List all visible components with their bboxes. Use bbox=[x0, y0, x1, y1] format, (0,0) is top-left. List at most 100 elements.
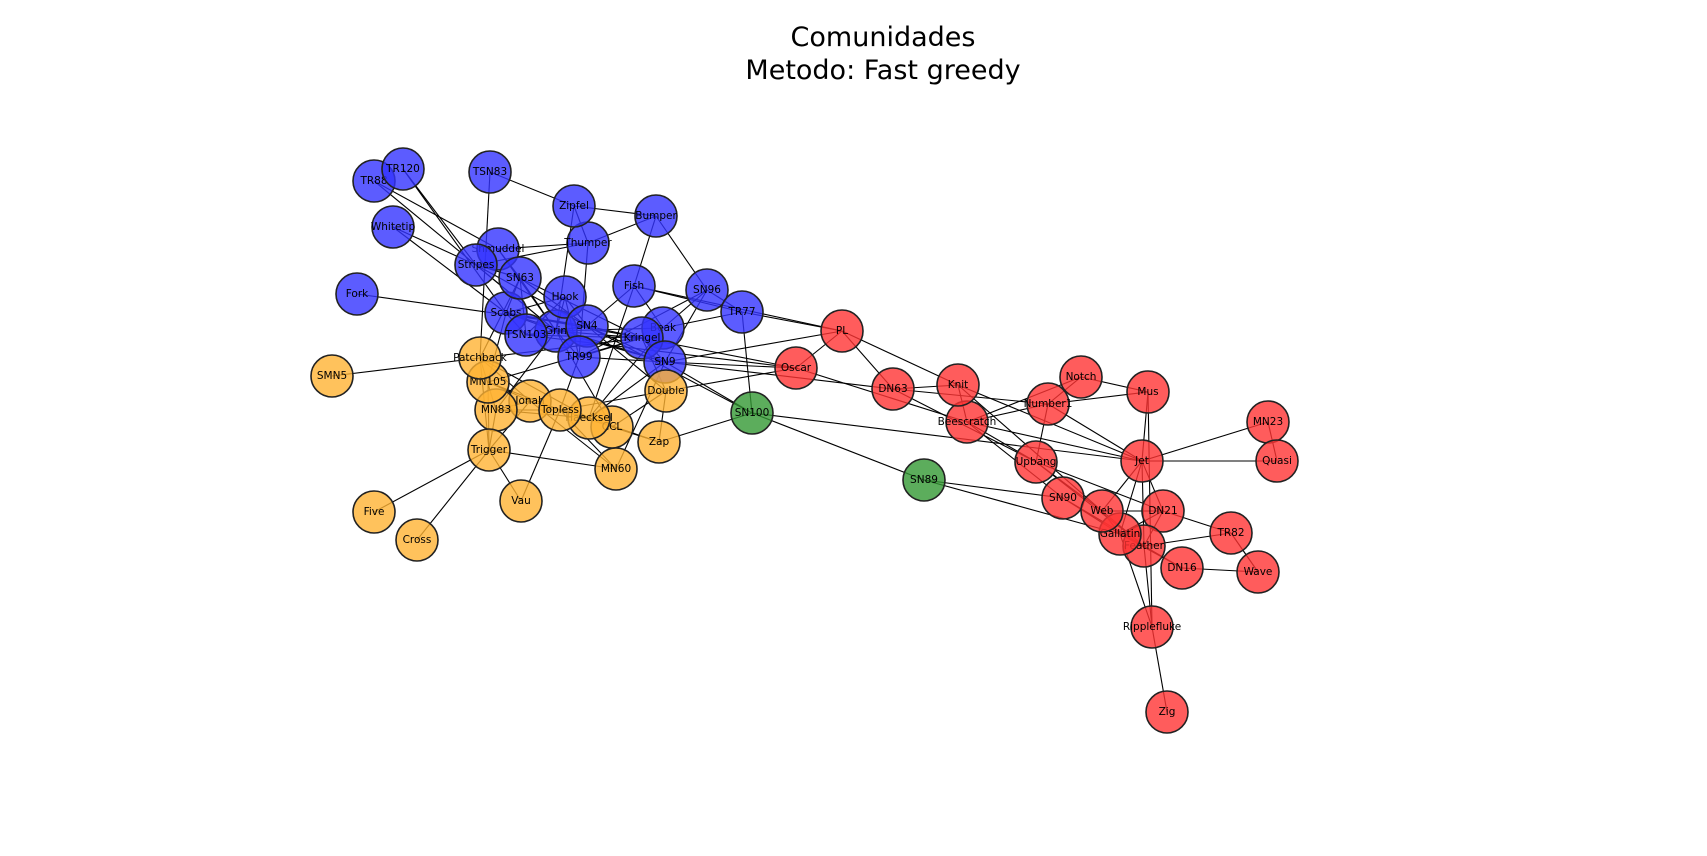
edge-scabs-whitetip bbox=[392, 226, 507, 314]
node-sn90: SN90 bbox=[1041, 476, 1085, 520]
node-label-double: Double bbox=[647, 385, 684, 397]
node-label-whitetip: Whitetip bbox=[371, 221, 416, 233]
node-label-five: Five bbox=[364, 506, 385, 518]
edge-fish-haecksel bbox=[588, 285, 635, 419]
node-circle-sn90 bbox=[1041, 476, 1085, 520]
node-label-web: Web bbox=[1091, 505, 1114, 517]
node-label-tr120: TR120 bbox=[385, 163, 420, 175]
node-circle-zig bbox=[1145, 690, 1189, 734]
node-label-tsn103: TSN103 bbox=[505, 329, 547, 341]
node-ripplefluke: Ripplefluke bbox=[1123, 605, 1181, 649]
node-circle-jet bbox=[1120, 439, 1164, 483]
node-circle-sn100 bbox=[730, 391, 774, 435]
node-sn63: SN63 bbox=[498, 256, 542, 300]
node-label-hook: Hook bbox=[552, 291, 580, 303]
node-circle-smn5 bbox=[310, 354, 354, 398]
node-label-tr88: TR88 bbox=[359, 175, 387, 187]
node-circle-vau bbox=[499, 479, 543, 523]
node-upbang: Upbang bbox=[1014, 440, 1058, 484]
node-circle-pl bbox=[820, 309, 864, 353]
node-label-upbang: Upbang bbox=[1016, 456, 1057, 468]
node-label-jonah: Jonah bbox=[514, 395, 544, 407]
node-label-mn23: MN23 bbox=[1253, 416, 1283, 428]
edge-shmuddel-tr88 bbox=[373, 180, 499, 250]
node-circle-fish bbox=[612, 264, 656, 308]
edge-jet-mn23 bbox=[1141, 421, 1269, 462]
node-web: Web bbox=[1080, 489, 1124, 533]
node-wave: Wave bbox=[1236, 550, 1280, 594]
edge-jet-sn100 bbox=[751, 412, 1143, 462]
node-fork: Fork bbox=[335, 272, 379, 316]
title-line-2: Metodo: Fast greedy bbox=[745, 55, 1020, 86]
node-label-topless: Topless bbox=[540, 404, 579, 416]
node-label-beescratch: Beescratch bbox=[938, 416, 997, 428]
node-mus: Mus bbox=[1126, 370, 1170, 414]
node-pl: PL bbox=[820, 309, 864, 353]
node-label-zig: Zig bbox=[1159, 706, 1176, 718]
node-circle-tsn83 bbox=[468, 150, 512, 194]
node-circle-dn21 bbox=[1141, 489, 1185, 533]
node-label-quasi: Quasi bbox=[1262, 455, 1292, 467]
node-label-dn21: DN21 bbox=[1148, 505, 1177, 517]
node-circle-sn96 bbox=[685, 268, 729, 312]
node-label-pl: PL bbox=[836, 325, 848, 337]
nodes-layer: BeakBumperFishForkGrinHookKringelScabsSh… bbox=[310, 147, 1299, 734]
node-label-zipfel: Zipfel bbox=[559, 200, 589, 212]
node-tsn83: TSN83 bbox=[468, 150, 512, 194]
node-label-knit: Knit bbox=[948, 379, 969, 391]
node-circle-zap bbox=[637, 420, 681, 464]
node-circle-sn63 bbox=[498, 256, 542, 300]
node-stripes: Stripes bbox=[454, 243, 498, 287]
node-label-zap: Zap bbox=[649, 436, 670, 448]
node-label-patchback: Patchback bbox=[453, 352, 508, 364]
node-label-grin: Grin bbox=[545, 325, 567, 337]
node-label-jet: Jet bbox=[1134, 455, 1149, 467]
node-circle-dn63 bbox=[871, 367, 915, 411]
node-circle-fork bbox=[335, 272, 379, 316]
node-label-dn16: DN16 bbox=[1167, 562, 1197, 574]
node-label-fork: Fork bbox=[346, 288, 369, 300]
node-label-kringel: Kringel bbox=[624, 332, 661, 344]
node-smn5: SMN5 bbox=[310, 354, 354, 398]
node-oscar: Oscar bbox=[774, 346, 818, 390]
node-circle-notch bbox=[1059, 355, 1103, 399]
node-label-fish: Fish bbox=[624, 280, 644, 292]
node-five: Five bbox=[352, 490, 396, 534]
node-label-sn9: SN9 bbox=[654, 356, 675, 368]
node-label-mus: Mus bbox=[1137, 386, 1158, 398]
edge-oscar-sn9 bbox=[664, 361, 797, 369]
node-label-wave: Wave bbox=[1244, 566, 1273, 578]
node-whitetip: Whitetip bbox=[371, 205, 416, 249]
node-label-tr77: TR77 bbox=[727, 306, 755, 318]
node-tsn103: TSN103 bbox=[504, 313, 548, 357]
node-circle-stripes bbox=[454, 243, 498, 287]
node-circle-sn89 bbox=[902, 458, 946, 502]
node-circle-tr120 bbox=[381, 147, 425, 191]
node-circle-tr77 bbox=[720, 290, 764, 334]
edge-sn100-sn89 bbox=[751, 412, 925, 481]
node-dn21: DN21 bbox=[1141, 489, 1185, 533]
edge-beescratch-jet bbox=[966, 421, 1143, 462]
node-label-scabs: Scabs bbox=[490, 307, 521, 319]
node-label-sn100: SN100 bbox=[735, 407, 770, 419]
node-circle-number1 bbox=[1026, 382, 1070, 426]
node-fish: Fish bbox=[612, 264, 656, 308]
node-tr120: TR120 bbox=[381, 147, 425, 191]
node-circle-patchback bbox=[458, 336, 502, 380]
node-label-stripes: Stripes bbox=[458, 259, 495, 271]
node-label-tr82: TR82 bbox=[1216, 527, 1244, 539]
node-sn96: SN96 bbox=[685, 268, 729, 312]
node-notch: Notch bbox=[1059, 355, 1103, 399]
node-label-sn90: SN90 bbox=[1049, 492, 1077, 504]
edge-patchback-smn5 bbox=[331, 357, 481, 377]
node-circle-wave bbox=[1236, 550, 1280, 594]
node-sn89: SN89 bbox=[902, 458, 946, 502]
node-circle-dn16 bbox=[1160, 546, 1204, 590]
node-circle-oscar bbox=[774, 346, 818, 390]
node-tr77: TR77 bbox=[720, 290, 764, 334]
node-cross: Cross bbox=[395, 518, 439, 562]
edge-dn21-upbang bbox=[1035, 461, 1164, 512]
node-dn63: DN63 bbox=[871, 367, 915, 411]
node-circle-zipfel bbox=[552, 184, 596, 228]
